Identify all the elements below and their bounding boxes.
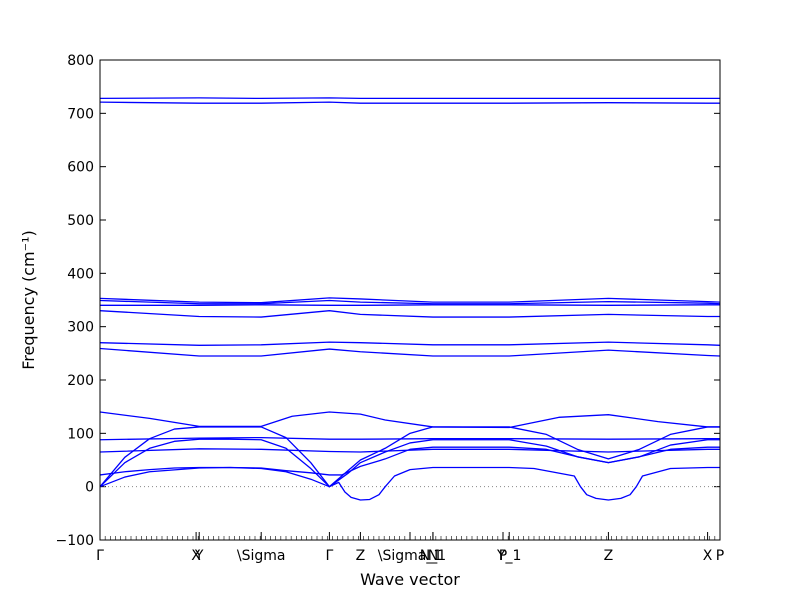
y-axis-title: Frequency (cm⁻¹) [19, 230, 38, 369]
plot-frame [99, 59, 721, 541]
y-axis-tick-labels: −100 0 100 200 300 400 500 600 700 800 [56, 53, 94, 549]
x-point-label: X [191, 548, 201, 564]
branch-line-2 [99, 297, 721, 304]
x-axis-title: Wave vector [360, 570, 460, 589]
y-tick-label: 300 [67, 320, 94, 336]
x-point-label: X [703, 548, 713, 564]
x-point-label: \Sigma [237, 548, 286, 564]
branch-line-6 [99, 341, 721, 346]
y-tick-label: 200 [67, 373, 94, 389]
y-tick-label: 700 [67, 106, 94, 122]
y-tick-label: −100 [56, 533, 94, 549]
x-point-label: Y_1 [496, 548, 521, 564]
x-point-label: Z [604, 548, 614, 564]
y-tick-label: 500 [67, 213, 94, 229]
branch-line-7 [99, 347, 721, 357]
x-point-label: Γ [96, 548, 104, 564]
y-tick-label: 600 [67, 160, 94, 176]
x-point-label: P [716, 548, 724, 564]
plot-background [100, 60, 720, 540]
branch-line-4 [100, 304, 720, 306]
x-point-label: N [428, 548, 438, 564]
x-point-label: P [499, 548, 507, 564]
x-point-label: Y [194, 548, 204, 564]
branch-line-11 [99, 426, 720, 488]
branch-line-10 [99, 448, 720, 453]
branch-line-5 [99, 310, 720, 318]
branch-line-13 [99, 446, 720, 476]
x-point-label: Z [356, 548, 366, 564]
x-point-label: Γ [325, 548, 333, 564]
branch-line-9 [99, 436, 720, 441]
branch-line-3 [99, 299, 721, 305]
x-axis-point-labels: Γ XY \Sigma Γ Z \Sigma_1NN_1 PY_1 Z X P [96, 548, 724, 564]
phonon-branches [99, 97, 721, 501]
branch-line-14 [99, 466, 720, 501]
x-point-label: N_1 [420, 548, 446, 564]
y-tick-label: 100 [67, 426, 94, 442]
y-tick-label: 800 [67, 53, 94, 69]
y-tick-label: 0 [85, 480, 94, 496]
x-point-label: \Sigma_1 [378, 548, 443, 564]
x-axis-ticks [99, 532, 721, 540]
branch-line-0 [99, 97, 720, 100]
y-tick-label: 400 [67, 266, 94, 282]
branch-line-1 [99, 101, 720, 104]
